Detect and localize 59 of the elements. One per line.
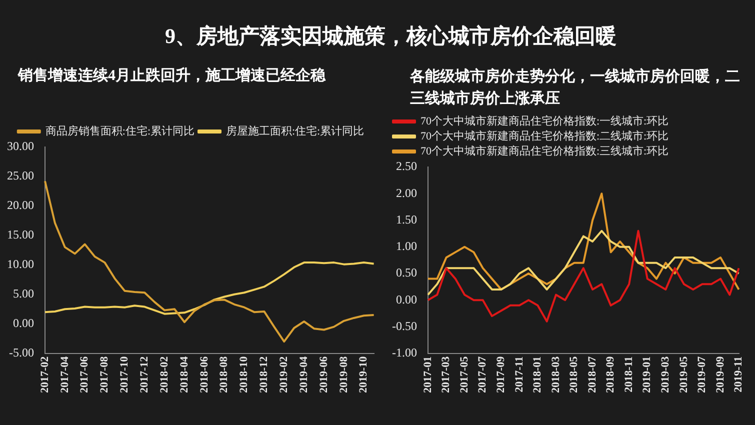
x-tick-label: 2018-08 xyxy=(218,356,230,394)
chart-subtitle: 销售增速连续4月止跌回升，施工增速已经企稳 xyxy=(18,66,326,85)
legend-label: 商品房销售面积:住宅:累计同比 xyxy=(45,124,195,138)
y-tick-label: 1.50 xyxy=(396,212,417,226)
y-tick-label: 20.00 xyxy=(7,198,34,212)
y-tick-label: -1.00 xyxy=(392,345,417,360)
x-tick-label: 2017-05 xyxy=(458,356,470,394)
x-tick-label: 2019-06 xyxy=(318,356,330,394)
y-tick-label: 15.00 xyxy=(7,228,34,242)
y-tick-label: 2.50 xyxy=(396,159,417,174)
y-tick-label: -5.00 xyxy=(9,345,34,360)
y-tick-label: 0.00 xyxy=(13,316,34,330)
y-tick-label: -0.50 xyxy=(392,318,417,333)
x-tick-label: 2017-07 xyxy=(476,356,489,394)
x-tick-label: 2017-01 xyxy=(422,356,434,394)
legend-label: 70个大中城市新建商品住宅价格指数:三线城市:环比 xyxy=(420,144,669,158)
y-tick-label: 0.00 xyxy=(396,292,417,306)
x-tick-label: 2018-02 xyxy=(158,356,170,394)
x-tick-label: 2018-03 xyxy=(550,356,562,394)
x-tick-label: 2018-12 xyxy=(258,356,270,394)
x-tick-label: 2018-09 xyxy=(604,356,617,394)
x-tick-label: 2019-09 xyxy=(714,356,726,394)
y-tick-label: 0.50 xyxy=(396,266,417,280)
x-tick-label: 2017-09 xyxy=(494,356,507,394)
y-tick-label: 30.00 xyxy=(7,139,34,154)
chart-title: 9、房地产落实因城施策，核心城市房价企稳回暖 xyxy=(165,23,616,50)
x-tick-label: 2017-12 xyxy=(138,356,150,394)
x-tick-label: 2017-08 xyxy=(98,356,111,394)
x-tick-label: 2019-03 xyxy=(660,356,672,394)
x-tick-label: 2019-01 xyxy=(641,356,654,394)
chart-title: 各能级城市房价走势分化，一线城市房价回暖，二三线城市房价上涨承压 xyxy=(410,67,741,109)
x-tick-label: 2018-11 xyxy=(622,356,635,392)
y-tick-label: 1.00 xyxy=(396,239,417,254)
x-tick-label: 2019-04 xyxy=(298,356,310,394)
x-tick-label: 2018-01 xyxy=(532,356,544,394)
x-tick-label: 2019-11 xyxy=(732,356,745,392)
y-tick-label: 2.00 xyxy=(396,186,417,200)
x-tick-label: 2019-08 xyxy=(338,356,350,394)
x-tick-label: 2017-02 xyxy=(38,356,51,394)
legend-label: 70个大中城市新建商品住宅价格指数:一线城市:环比 xyxy=(420,114,669,128)
x-tick-label: 2019-10 xyxy=(358,356,370,394)
y-tick-label: 25.00 xyxy=(7,168,34,183)
x-tick-label: 2017-04 xyxy=(58,356,71,394)
x-tick-label: 2017-11 xyxy=(513,356,526,392)
x-tick-label: 2018-05 xyxy=(568,356,580,394)
x-tick-label: 2018-06 xyxy=(198,356,210,394)
y-tick-label: 5.00 xyxy=(13,286,34,301)
x-tick-label: 2018-07 xyxy=(586,356,598,394)
x-tick-label: 2018-10 xyxy=(238,356,250,394)
legend-label: 房屋施工面积:住宅:累计同比 xyxy=(226,124,364,138)
x-tick-label: 2018-04 xyxy=(178,356,190,394)
x-tick-label: 2017-03 xyxy=(440,356,452,394)
y-tick-label: 10.00 xyxy=(7,257,34,272)
x-tick-label: 2019-05 xyxy=(678,356,690,394)
x-tick-label: 2017-06 xyxy=(78,356,91,394)
x-tick-label: 2019-02 xyxy=(278,356,290,394)
x-tick-label: 2019-07 xyxy=(696,356,708,394)
legend-label: 70个大中城市新建商品住宅价格指数:二线城市:环比 xyxy=(420,129,669,142)
x-tick-label: 2017-10 xyxy=(118,356,131,394)
